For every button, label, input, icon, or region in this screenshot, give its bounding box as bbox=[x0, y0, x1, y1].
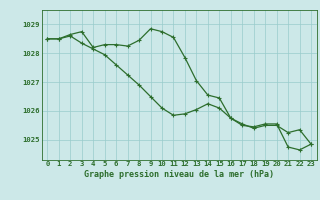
X-axis label: Graphe pression niveau de la mer (hPa): Graphe pression niveau de la mer (hPa) bbox=[84, 170, 274, 179]
